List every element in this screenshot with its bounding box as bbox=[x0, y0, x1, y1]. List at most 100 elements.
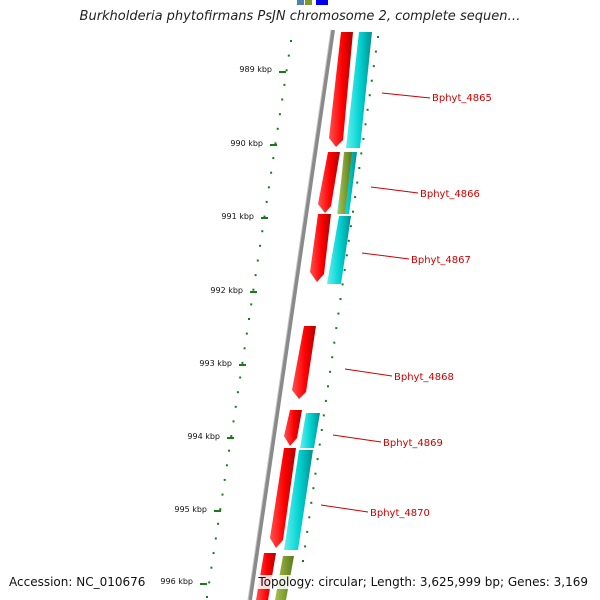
ruler-dot bbox=[219, 508, 222, 511]
tick-990: 990 kbp bbox=[230, 139, 277, 148]
feature-top-blue[interactable] bbox=[316, 0, 328, 5]
cds-reverse-4[interactable] bbox=[300, 413, 320, 448]
position-ruler-right bbox=[302, 36, 379, 562]
ruler-dot bbox=[212, 552, 215, 555]
ruler-dot bbox=[333, 341, 336, 344]
ruler-dot bbox=[329, 370, 332, 373]
ruler-dot bbox=[335, 327, 338, 330]
cds-bphyt-4866[interactable] bbox=[318, 152, 340, 213]
ruler-dot bbox=[290, 40, 292, 42]
gene-label-text[interactable]: Bphyt_4866 bbox=[420, 189, 480, 200]
ruler-dot bbox=[364, 123, 367, 126]
accession-text: Accession: NC_010676 bbox=[9, 575, 146, 589]
gene-label-text[interactable]: Bphyt_4870 bbox=[370, 508, 430, 519]
tick-label: 994 kbp bbox=[187, 432, 220, 441]
ruler-dot bbox=[241, 361, 244, 364]
tick-label: 993 kbp bbox=[199, 359, 232, 368]
ruler-dot bbox=[281, 98, 284, 101]
cds-bphyt-4867[interactable] bbox=[310, 214, 331, 282]
feature-top-2[interactable] bbox=[305, 0, 312, 5]
ruler-dot bbox=[261, 230, 264, 233]
ruler-dot bbox=[265, 200, 268, 203]
ruler-dot bbox=[356, 181, 359, 184]
ruler-dot bbox=[263, 215, 266, 218]
ruler-dot bbox=[339, 298, 342, 300]
ruler-dot bbox=[278, 113, 281, 116]
ruler-dot bbox=[228, 449, 231, 452]
ruler-dot bbox=[287, 54, 290, 57]
ruler-dot bbox=[374, 50, 377, 53]
gene-label-text[interactable]: Bphyt_4869 bbox=[383, 438, 443, 449]
ruler-dot bbox=[236, 391, 239, 394]
ruler-dot bbox=[331, 356, 334, 359]
ruler-dot bbox=[214, 537, 217, 540]
ruler-dot bbox=[302, 560, 304, 562]
ruler-dot bbox=[341, 283, 344, 286]
ruler-dot bbox=[343, 268, 346, 271]
ruler-dot bbox=[234, 405, 237, 408]
cds-bphyt-4870[interactable] bbox=[270, 448, 296, 548]
ruler-dot bbox=[221, 493, 224, 496]
gene-label-bphyt-4865[interactable]: Bphyt_4865 bbox=[381, 92, 492, 104]
gene-label-bphyt-4866[interactable]: Bphyt_4866 bbox=[370, 186, 480, 200]
feature-top-1[interactable] bbox=[297, 0, 304, 5]
gene-label-text[interactable]: Bphyt_4865 bbox=[432, 93, 492, 104]
map-title: Burkholderia phytofirmans PsJN chromosom… bbox=[79, 9, 521, 24]
tick-label: 992 kbp bbox=[210, 286, 243, 295]
cds-bphyt-4868[interactable] bbox=[292, 326, 316, 399]
ruler-dot bbox=[239, 376, 242, 379]
ruler-dot bbox=[310, 501, 313, 504]
gene-label-bphyt-4869[interactable]: Bphyt_4869 bbox=[332, 434, 443, 449]
ruler-dot bbox=[217, 522, 220, 525]
ruler-dot bbox=[274, 142, 277, 145]
feature-olive-1[interactable] bbox=[338, 152, 352, 214]
tick-993: 993 kbp bbox=[199, 359, 246, 368]
ruler-dot bbox=[316, 458, 319, 461]
ruler-dot bbox=[304, 545, 307, 548]
ruler-dot bbox=[250, 303, 253, 306]
ruler-dot bbox=[225, 464, 228, 467]
ruler-dot bbox=[243, 347, 246, 350]
chromosome-backbone-highlight bbox=[247, 29, 332, 600]
gene-label-text[interactable]: Bphyt_4868 bbox=[394, 372, 454, 383]
ruler-dot bbox=[252, 288, 255, 291]
tick-label: 989 kbp bbox=[239, 65, 272, 74]
ruler-dot bbox=[232, 420, 235, 423]
gene-label-bphyt-4867[interactable]: Bphyt_4867 bbox=[361, 252, 471, 266]
ruler-dot bbox=[223, 478, 226, 481]
cds-bphyt-4865[interactable] bbox=[329, 32, 353, 147]
ruler-dot bbox=[308, 516, 311, 519]
ruler-dot bbox=[320, 429, 323, 431]
cds-reverse-5[interactable] bbox=[284, 450, 313, 550]
cds-reverse-1[interactable] bbox=[346, 32, 372, 148]
ruler-dot bbox=[230, 435, 233, 438]
ruler-dot bbox=[314, 472, 317, 475]
ruler-dot bbox=[322, 414, 325, 417]
tick-996: 996 kbp bbox=[160, 577, 207, 586]
tick-label: 991 kbp bbox=[221, 212, 254, 221]
ruler-dot bbox=[254, 274, 257, 277]
ruler-dot bbox=[318, 443, 321, 446]
ruler-dot bbox=[345, 254, 348, 257]
ruler-dot bbox=[272, 157, 275, 160]
tick-label: 996 kbp bbox=[160, 577, 193, 586]
ruler-dot bbox=[312, 487, 315, 490]
tick-label: 995 kbp bbox=[174, 505, 207, 514]
gene-label-bphyt-4868[interactable]: Bphyt_4868 bbox=[344, 368, 454, 383]
cds-bphyt-4869[interactable] bbox=[284, 410, 302, 446]
tick-label: 990 kbp bbox=[230, 139, 263, 148]
genome-summary-text: Topology: circular; Length: 3,625,999 bp… bbox=[256, 575, 590, 589]
ruler-dot bbox=[352, 210, 354, 213]
ruler-dot bbox=[259, 244, 262, 247]
tick-992: 992 kbp bbox=[210, 286, 257, 295]
ruler-dot bbox=[248, 318, 250, 320]
ruler-dot bbox=[285, 69, 288, 72]
ruler-dot bbox=[327, 385, 329, 388]
ruler-dot bbox=[358, 167, 361, 169]
ruler-dot bbox=[256, 259, 259, 262]
ruler-dot bbox=[208, 581, 211, 584]
gene-label-bphyt-4870[interactable]: Bphyt_4870 bbox=[320, 504, 430, 519]
cds-reverse-3[interactable] bbox=[327, 216, 351, 284]
gene-label-text[interactable]: Bphyt_4867 bbox=[411, 255, 471, 266]
